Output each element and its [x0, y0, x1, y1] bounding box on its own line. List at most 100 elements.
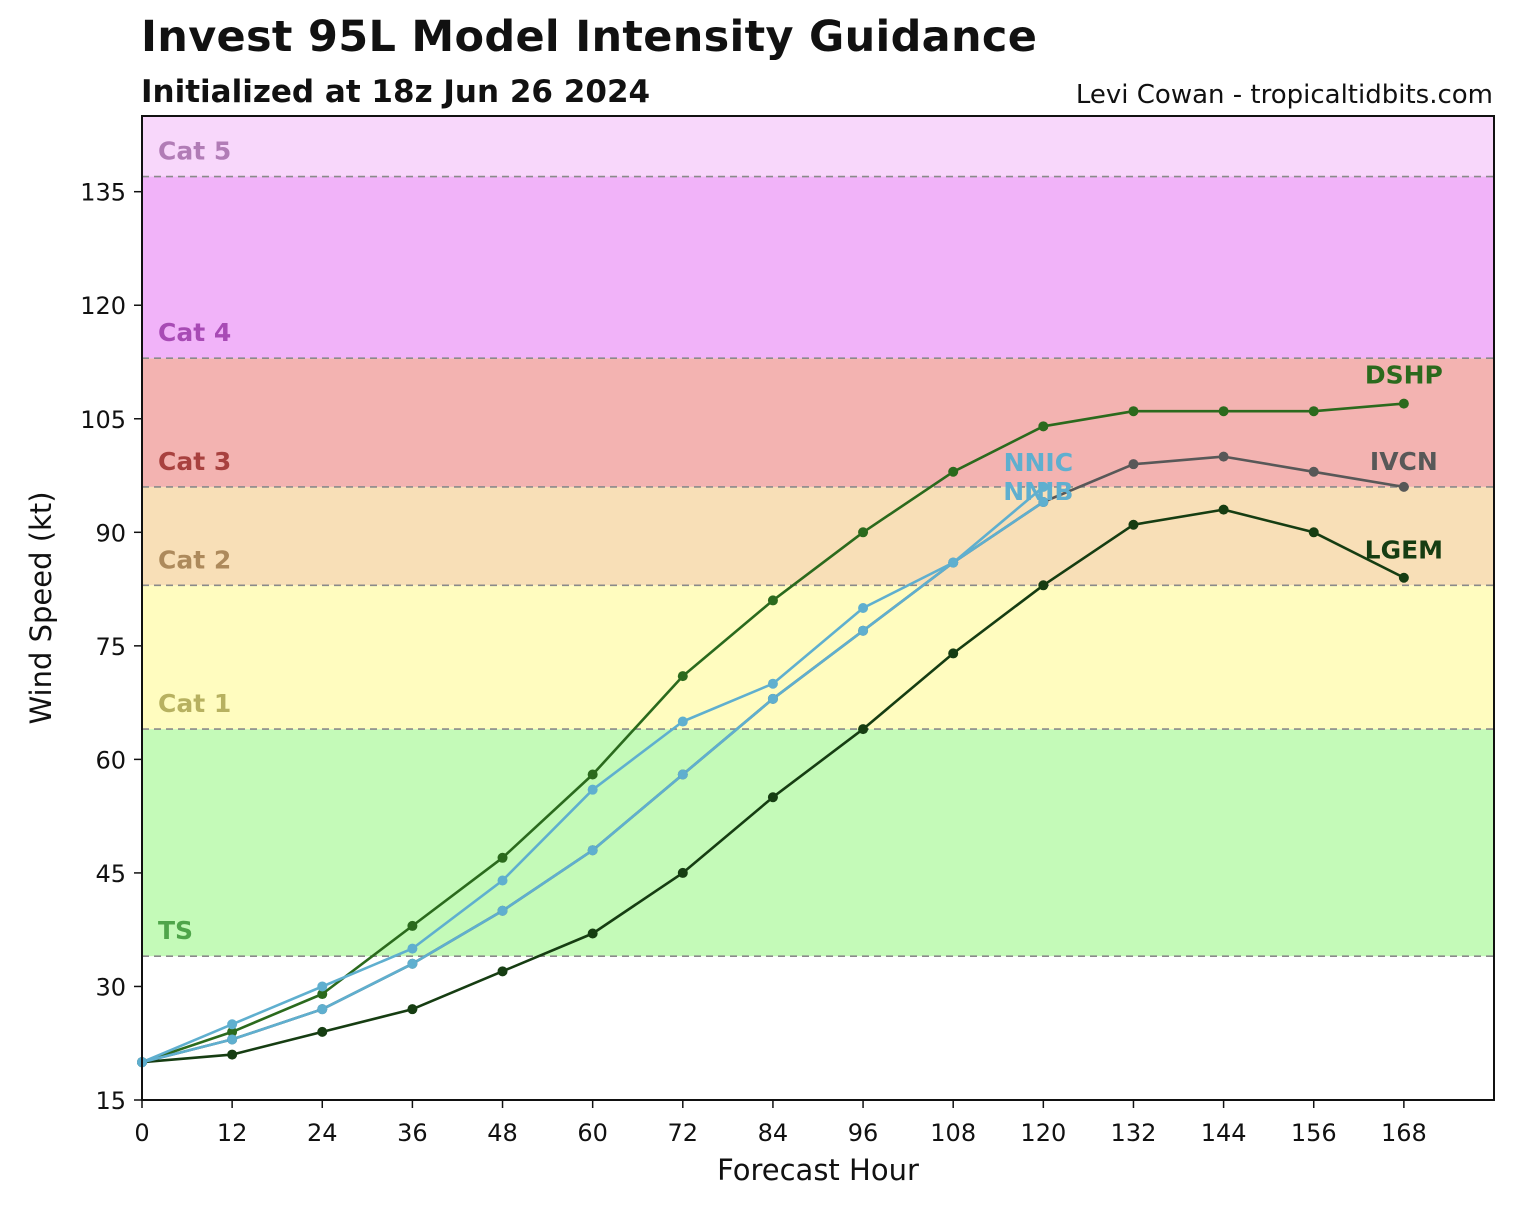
x-tick-label: 12 [217, 1119, 248, 1147]
band-label-cat-2: Cat 2 [158, 545, 231, 574]
data-point-dshp [587, 769, 598, 780]
series-label-ivcn: IVCN [1370, 447, 1438, 476]
y-tick-label: 30 [95, 973, 126, 1001]
data-point-lgem [677, 867, 688, 878]
band-label-cat-1: Cat 1 [158, 689, 231, 718]
data-point-lgem [948, 648, 959, 659]
data-point-dshp [1308, 406, 1319, 417]
data-point-nnic [1038, 481, 1049, 492]
data-point-nnic [767, 678, 778, 689]
band-ts [142, 729, 1494, 957]
data-point-nnib [677, 769, 688, 780]
y-tick-label: 105 [80, 406, 126, 434]
y-tick-label: 90 [95, 519, 126, 547]
data-point-nnib [407, 958, 418, 969]
data-point-lgem [227, 1049, 238, 1060]
band-cat-5 [142, 116, 1494, 177]
data-point-dshp [677, 671, 688, 682]
x-tick-label: 84 [758, 1119, 789, 1147]
data-point-ivcn [1398, 481, 1409, 492]
series-label-dshp: DSHP [1365, 361, 1443, 390]
x-tick-label: 0 [134, 1119, 149, 1147]
data-point-nnib [767, 693, 778, 704]
band-label-cat-3: Cat 3 [158, 447, 231, 476]
band-label-cat-4: Cat 4 [158, 318, 231, 347]
x-tick-label: 156 [1291, 1119, 1337, 1147]
data-point-nnic [317, 981, 328, 992]
x-axis-ticks: 0 12 24 36 48 60 72 84 96 108 120 132 144 156 168 [134, 1100, 1427, 1147]
data-point-ivcn [1308, 466, 1319, 477]
data-point-lgem [1128, 519, 1139, 530]
x-tick-label: 60 [577, 1119, 608, 1147]
data-point-dshp [1398, 398, 1409, 409]
data-point-dshp [227, 1026, 238, 1037]
y-tick-label: 120 [80, 292, 126, 320]
data-point-lgem [407, 1004, 418, 1015]
data-point-dshp [497, 852, 508, 863]
data-point-dshp [407, 920, 418, 931]
x-tick-label: 36 [397, 1119, 428, 1147]
data-point-lgem [767, 792, 778, 803]
data-point-lgem [1308, 527, 1319, 538]
data-point-lgem [587, 928, 598, 939]
x-tick-label: 120 [1020, 1119, 1066, 1147]
intensity-bands [142, 116, 1494, 1100]
data-point-nnic [677, 716, 688, 727]
band-label-ts: TS [158, 916, 193, 945]
data-point-nnic [858, 603, 869, 613]
data-point-nnic [407, 943, 418, 954]
data-point-nnic [227, 1019, 238, 1030]
band-cat-1 [142, 585, 1494, 730]
band-below-ts [142, 956, 1494, 1100]
data-point-nnib [227, 1034, 238, 1045]
y-tick-label: 75 [95, 633, 126, 661]
x-tick-label: 96 [848, 1119, 879, 1147]
data-point-dshp [1218, 406, 1229, 417]
series-label-lgem: LGEM [1365, 536, 1443, 565]
plot-frame [141, 115, 1495, 1101]
data-point-ivcn [1218, 451, 1229, 462]
data-point-lgem [497, 966, 508, 977]
data-point-nnib [587, 845, 598, 856]
x-tick-label: 72 [668, 1119, 699, 1147]
y-tick-label: 135 [80, 179, 126, 207]
x-tick-label: 144 [1201, 1119, 1247, 1147]
data-point-dshp [317, 989, 328, 1000]
data-point-dshp [858, 527, 869, 538]
data-point-nnic [587, 784, 598, 795]
x-tick-label: 132 [1111, 1119, 1157, 1147]
y-tick-label: 60 [95, 746, 126, 774]
y-axis-ticks: 15 30 45 60 75 90 105 120 135 [80, 179, 142, 1115]
band-boundaries [142, 175, 1494, 957]
data-point-lgem [858, 724, 869, 735]
data-point-nnic [497, 875, 508, 886]
x-axis-label: Forecast Hour [717, 1153, 919, 1187]
data-point-lgem [1218, 504, 1229, 515]
y-axis-label: Wind Speed (kt) [24, 491, 58, 724]
series-label-nnib: NNIB [1003, 477, 1073, 506]
data-point-lgem [1398, 572, 1409, 583]
x-tick-label: 168 [1381, 1119, 1427, 1147]
y-tick-label: 45 [95, 860, 126, 888]
data-point-dshp [1128, 406, 1139, 417]
x-tick-label: 108 [930, 1119, 976, 1147]
chart-subtitle: Initialized at 18z Jun 26 2024 [141, 74, 651, 110]
chart-credit: Levi Cowan - tropicaltidbits.com [1075, 80, 1493, 110]
band-label-cat-5: Cat 5 [158, 137, 231, 166]
data-point-nnib [317, 1004, 328, 1015]
data-point-dshp [948, 466, 959, 477]
band-cat-2 [142, 486, 1494, 586]
data-point-nnib [497, 905, 508, 916]
data-point-dshp [1038, 421, 1049, 432]
data-point-nnic [948, 557, 959, 568]
data-point-dshp [767, 595, 778, 606]
series-label-nnic: NNIC [1004, 448, 1074, 477]
data-point-lgem [317, 1026, 328, 1037]
data-point-nnib [858, 625, 869, 636]
y-tick-label: 15 [95, 1087, 126, 1115]
series-points [137, 398, 1409, 1068]
data-point-ivcn [1128, 459, 1139, 470]
band-cat-4 [142, 176, 1494, 359]
